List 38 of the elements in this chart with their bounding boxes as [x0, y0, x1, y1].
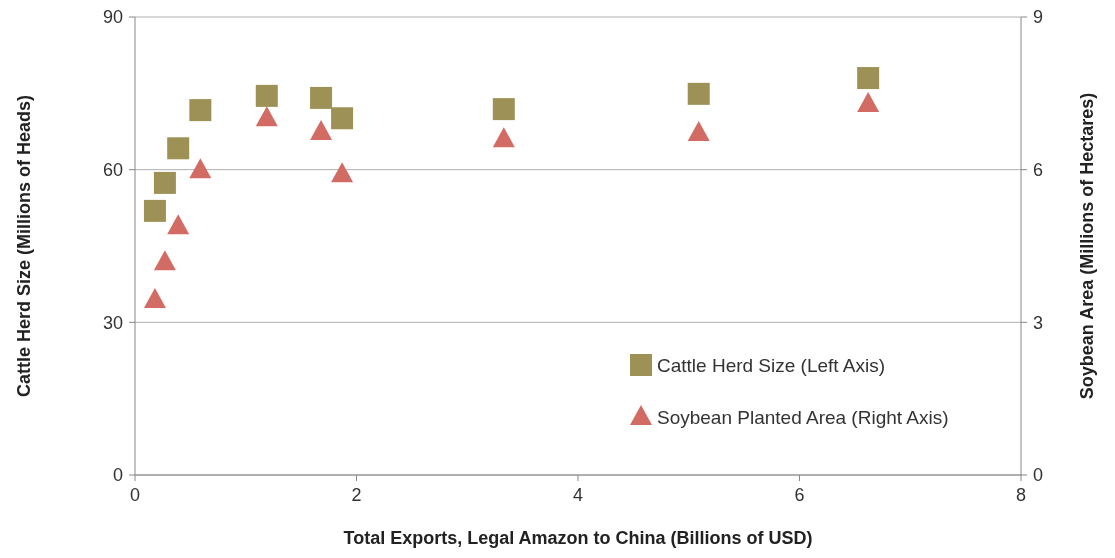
legend-label: Soybean Planted Area (Right Axis) — [657, 406, 949, 428]
point — [153, 171, 176, 194]
point — [492, 98, 515, 121]
legend-label: Cattle Herd Size (Left Axis) — [657, 354, 886, 376]
x-axis-title: Total Exports, Legal Amazon to China (Billions of USD) — [343, 528, 813, 548]
point — [310, 120, 333, 141]
point — [331, 107, 354, 130]
point — [255, 106, 278, 127]
point — [857, 67, 880, 90]
y2-tick-label: 6 — [1033, 159, 1044, 180]
point — [189, 99, 212, 122]
y2-tick-label: 3 — [1033, 312, 1044, 333]
y2-tick-label: 9 — [1033, 7, 1044, 28]
point — [167, 214, 190, 235]
x-tick-label: 0 — [129, 485, 141, 505]
x-tick-label: 6 — [794, 485, 805, 505]
point — [687, 82, 710, 105]
y2-tick-label: 0 — [1033, 465, 1044, 486]
x-tick-label: 8 — [1015, 485, 1027, 505]
point — [857, 92, 880, 113]
y-tick-label: 30 — [102, 312, 123, 333]
y-tick-label: 0 — [112, 465, 123, 486]
x-tick-label: 4 — [572, 485, 584, 505]
point — [143, 199, 166, 222]
point — [310, 86, 333, 109]
point — [167, 137, 190, 160]
point — [331, 162, 354, 183]
x-tick-label: 2 — [351, 485, 362, 505]
point — [687, 121, 710, 142]
point — [492, 127, 515, 148]
point — [255, 84, 278, 107]
y2-axis-title: Soybean Area (Millions of Hectares) — [1077, 92, 1097, 400]
point — [189, 158, 212, 179]
point — [153, 250, 176, 271]
point — [143, 287, 166, 308]
y-tick-label: 60 — [102, 159, 123, 180]
y-tick-label: 90 — [102, 7, 123, 28]
y-axis-title: Cattle Herd Size (Millions of Heads) — [14, 94, 34, 398]
